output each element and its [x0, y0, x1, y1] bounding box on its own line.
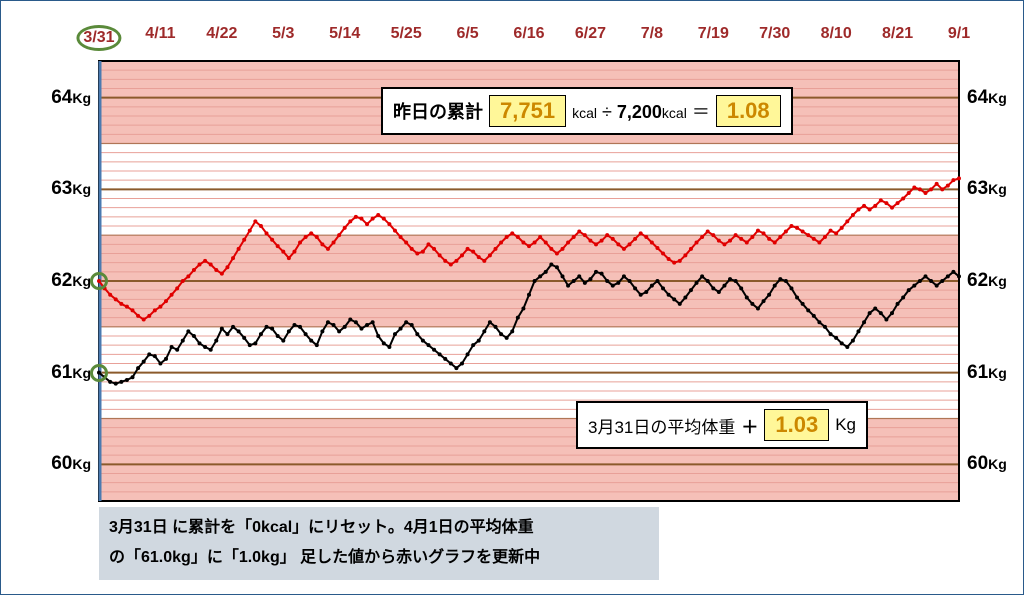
- weight-delta-label: 3月31日の平均体重: [588, 413, 735, 438]
- plus-sign: ＋: [741, 413, 758, 438]
- kcal-label: 昨日の累計: [393, 98, 483, 124]
- kcal-summary-box: 昨日の累計 7,751 kcal ÷ 7,200kcal ＝ 1.08: [381, 87, 793, 135]
- x-axis-label: 9/1: [948, 25, 970, 43]
- y-axis-label-right: 62Kg: [967, 270, 1007, 292]
- x-axis-label: 6/16: [513, 25, 544, 43]
- x-axis-label: 7/19: [698, 25, 729, 43]
- weight-delta-value: 1.03: [764, 409, 829, 441]
- x-axis-label: 8/21: [882, 25, 913, 43]
- x-axis-label: 5/14: [329, 25, 360, 43]
- x-axis-label: 6/27: [575, 25, 606, 43]
- x-axis-label: 8/10: [821, 25, 852, 43]
- x-axis-label: 4/11: [145, 25, 175, 43]
- weight-delta-unit: Kg: [835, 415, 856, 435]
- kcal-ratio: 1.08: [716, 95, 781, 127]
- start-marker-ring: [90, 272, 108, 290]
- y-axis-label-left: 61Kg: [51, 362, 91, 384]
- x-axis-label: 5/25: [391, 25, 422, 43]
- caption-box: 3月31日 に累計を「0kcal」にリセット。4月1日の平均体重 の「61.0k…: [99, 507, 659, 580]
- kcal-formula: kcal ÷ 7,200kcal ＝: [572, 98, 710, 124]
- x-axis-label: 3/31: [76, 25, 121, 51]
- weight-delta-box: 3月31日の平均体重 ＋ 1.03 Kg: [576, 401, 868, 449]
- y-axis-label-left: 63Kg: [51, 178, 91, 200]
- x-axis-label: 7/8: [641, 25, 663, 43]
- start-marker-ring: [90, 364, 108, 382]
- y-axis-label-right: 63Kg: [967, 178, 1007, 200]
- y-axis-label-left: 62Kg: [51, 270, 91, 292]
- kcal-value: 7,751: [489, 95, 566, 127]
- y-axis-label-right: 64Kg: [967, 87, 1007, 109]
- y-axis-label-right: 61Kg: [967, 362, 1007, 384]
- caption-line-1: 3月31日 に累計を「0kcal」にリセット。4月1日の平均体重: [109, 513, 649, 543]
- x-axis-label: 5/3: [272, 25, 294, 43]
- x-axis-label: 6/5: [456, 25, 478, 43]
- x-axis-label: 4/22: [206, 25, 237, 43]
- x-axis-label: 7/30: [759, 25, 790, 43]
- y-axis-label-left: 60Kg: [51, 453, 91, 475]
- y-axis-label-left: 64Kg: [51, 87, 91, 109]
- caption-line-2: の「61.0kg」に「1.0kg」 足した値から赤いグラフを更新中: [109, 543, 649, 573]
- y-axis-label-right: 60Kg: [967, 453, 1007, 475]
